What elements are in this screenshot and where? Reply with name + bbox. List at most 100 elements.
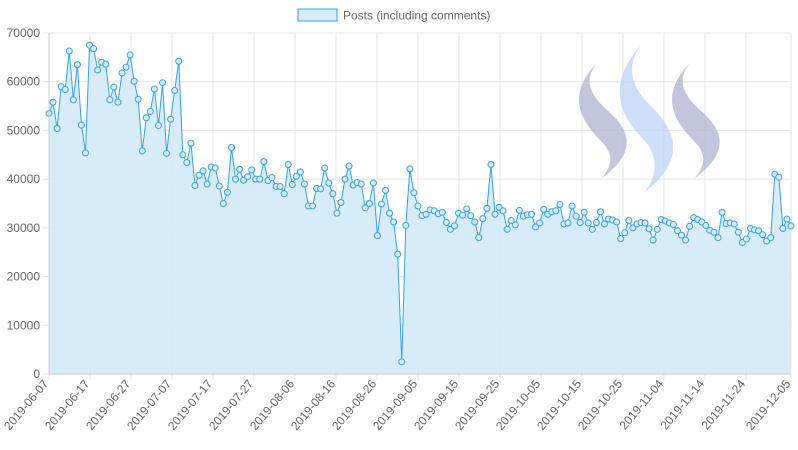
data-point[interactable]: [499, 207, 507, 215]
data-point[interactable]: [552, 207, 560, 215]
data-point[interactable]: [268, 174, 276, 182]
data-point[interactable]: [398, 358, 406, 366]
data-point[interactable]: [540, 205, 548, 213]
data-point[interactable]: [49, 98, 57, 106]
data-point[interactable]: [236, 165, 244, 173]
data-point[interactable]: [199, 167, 207, 175]
data-point[interactable]: [402, 221, 410, 229]
data-point[interactable]: [467, 212, 475, 220]
data-point[interactable]: [175, 57, 183, 65]
data-point[interactable]: [191, 181, 199, 189]
data-point[interactable]: [365, 200, 373, 207]
data-point[interactable]: [284, 161, 292, 169]
data-point[interactable]: [459, 211, 467, 219]
data-point[interactable]: [373, 232, 381, 240]
data-point[interactable]: [487, 161, 495, 169]
data-point[interactable]: [592, 219, 600, 226]
data-point[interactable]: [223, 188, 231, 196]
data-point[interactable]: [511, 221, 519, 229]
legend-label[interactable]: Posts (including comments): [343, 9, 490, 23]
data-point[interactable]: [321, 164, 329, 172]
data-point[interactable]: [625, 217, 633, 225]
data-point[interactable]: [90, 45, 98, 53]
data-point[interactable]: [77, 121, 85, 129]
data-point[interactable]: [649, 236, 657, 244]
data-point[interactable]: [742, 235, 750, 243]
data-point[interactable]: [702, 221, 710, 229]
data-point[interactable]: [621, 229, 629, 237]
data-point[interactable]: [130, 77, 138, 85]
data-point[interactable]: [767, 234, 775, 242]
data-point[interactable]: [341, 175, 349, 183]
data-point[interactable]: [325, 179, 333, 187]
data-point[interactable]: [195, 171, 203, 179]
data-point[interactable]: [159, 79, 167, 87]
data-point[interactable]: [73, 61, 81, 69]
data-point[interactable]: [515, 206, 523, 214]
data-point[interactable]: [227, 143, 235, 151]
data-point[interactable]: [333, 209, 341, 217]
data-point[interactable]: [410, 189, 418, 197]
data-point[interactable]: [641, 219, 649, 227]
data-point[interactable]: [248, 166, 256, 174]
legend[interactable]: Posts (including comments): [297, 8, 490, 23]
data-point[interactable]: [568, 202, 576, 210]
data-point[interactable]: [438, 208, 446, 216]
data-point[interactable]: [406, 165, 414, 173]
data-point[interactable]: [600, 220, 608, 228]
data-point[interactable]: [138, 147, 146, 155]
data-point[interactable]: [507, 217, 515, 225]
data-point[interactable]: [730, 220, 738, 228]
data-point[interactable]: [309, 202, 317, 210]
data-point[interactable]: [645, 225, 653, 233]
data-point[interactable]: [163, 149, 171, 157]
data-point[interactable]: [759, 231, 767, 239]
data-point[interactable]: [386, 209, 394, 217]
data-point[interactable]: [122, 63, 130, 71]
data-point[interactable]: [528, 210, 535, 218]
data-point[interactable]: [288, 181, 296, 188]
data-point[interactable]: [463, 205, 471, 213]
data-point[interactable]: [564, 219, 572, 227]
data-point[interactable]: [414, 202, 422, 210]
data-point[interactable]: [244, 173, 252, 181]
data-point[interactable]: [710, 228, 718, 236]
data-point[interactable]: [714, 234, 722, 242]
data-point[interactable]: [329, 190, 337, 198]
data-point[interactable]: [576, 219, 584, 226]
data-point[interactable]: [596, 208, 604, 216]
data-point[interactable]: [183, 159, 191, 167]
data-point[interactable]: [345, 162, 353, 170]
data-point[interactable]: [53, 124, 61, 132]
data-point[interactable]: [471, 218, 479, 226]
data-point[interactable]: [479, 215, 487, 223]
data-point[interactable]: [678, 231, 686, 239]
data-point[interactable]: [114, 98, 122, 106]
data-point[interactable]: [572, 212, 580, 220]
data-point[interactable]: [669, 220, 677, 228]
data-point[interactable]: [94, 66, 102, 74]
data-point[interactable]: [580, 208, 588, 216]
data-point[interactable]: [536, 219, 544, 227]
data-point[interactable]: [617, 235, 625, 243]
data-point[interactable]: [102, 60, 110, 68]
data-point[interactable]: [106, 96, 114, 104]
data-point[interactable]: [65, 47, 73, 55]
data-point[interactable]: [779, 224, 787, 232]
data-point[interactable]: [361, 204, 369, 212]
data-point[interactable]: [450, 222, 458, 230]
data-point[interactable]: [682, 236, 690, 244]
data-point[interactable]: [292, 172, 300, 180]
data-point[interactable]: [475, 234, 483, 242]
data-point[interactable]: [775, 173, 783, 181]
data-point[interactable]: [653, 225, 661, 233]
data-point[interactable]: [203, 180, 211, 188]
data-point[interactable]: [629, 224, 637, 232]
data-point[interactable]: [126, 51, 134, 59]
data-point[interactable]: [673, 227, 681, 235]
data-point[interactable]: [584, 219, 592, 227]
data-point[interactable]: [491, 210, 499, 218]
data-point[interactable]: [390, 218, 398, 226]
data-point[interactable]: [422, 210, 430, 218]
data-point[interactable]: [317, 185, 325, 193]
